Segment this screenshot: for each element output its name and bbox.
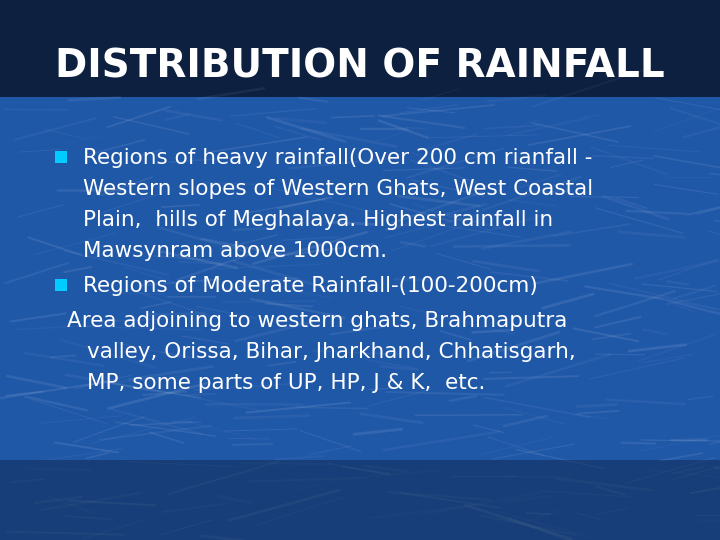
Text: Regions of Moderate Rainfall-(100-200cm): Regions of Moderate Rainfall-(100-200cm) (83, 276, 538, 296)
Text: Plain,  hills of Meghalaya. Highest rainfall in: Plain, hills of Meghalaya. Highest rainf… (83, 210, 553, 230)
Bar (0, 460, 720, 540)
Text: Regions of heavy rainfall(Over 200 cm rianfall -: Regions of heavy rainfall(Over 200 cm ri… (83, 148, 593, 168)
Text: Mawsynram above 1000cm.: Mawsynram above 1000cm. (83, 241, 387, 261)
Bar (0, 97, 720, 540)
Text: valley, Orissa, Bihar, Jharkhand, Chhatisgarh,: valley, Orissa, Bihar, Jharkhand, Chhati… (87, 342, 576, 362)
Bar (55, 279, 67, 291)
Text: MP, some parts of UP, HP, J & K,  etc.: MP, some parts of UP, HP, J & K, etc. (87, 373, 485, 393)
Text: Area adjoining to western ghats, Brahmaputra: Area adjoining to western ghats, Brahmap… (67, 311, 567, 331)
Bar (55, 151, 67, 163)
Bar (0, 0, 720, 97)
Text: Western slopes of Western Ghats, West Coastal: Western slopes of Western Ghats, West Co… (83, 179, 593, 199)
Text: DISTRIBUTION OF RAINFALL: DISTRIBUTION OF RAINFALL (55, 47, 665, 85)
